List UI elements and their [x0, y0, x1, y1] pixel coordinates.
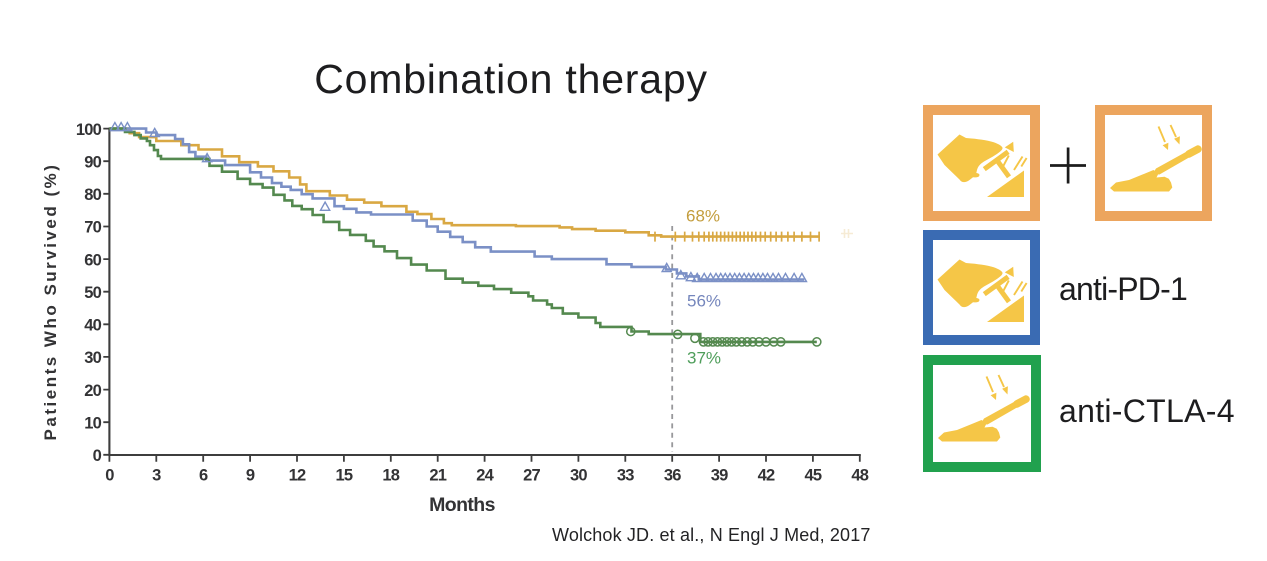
svg-text:40: 40: [84, 317, 101, 335]
svg-text:12: 12: [289, 467, 306, 485]
svg-text:80: 80: [84, 186, 101, 204]
svg-text:21: 21: [429, 467, 446, 485]
svg-text:24: 24: [476, 467, 494, 485]
svg-text:39: 39: [711, 467, 728, 485]
svg-text:100: 100: [76, 121, 102, 139]
svg-text:6: 6: [199, 467, 208, 485]
svg-text:0: 0: [105, 467, 114, 485]
svg-text:3: 3: [152, 467, 161, 485]
svg-text:0: 0: [93, 447, 102, 465]
svg-text:50: 50: [84, 284, 101, 302]
svg-text:10: 10: [84, 414, 101, 432]
svg-text:30: 30: [570, 467, 587, 485]
svg-text:48: 48: [851, 467, 868, 485]
svg-text:Patients Who Survived (%): Patients Who Survived (%): [41, 163, 60, 441]
svg-text:Months: Months: [429, 494, 495, 516]
svg-text:33: 33: [617, 467, 634, 485]
svg-text:36: 36: [664, 467, 681, 485]
svg-text:60: 60: [84, 251, 101, 269]
svg-text:27: 27: [523, 467, 540, 485]
svg-text:42: 42: [758, 467, 775, 485]
svg-text:9: 9: [246, 467, 255, 485]
svg-text:70: 70: [84, 219, 101, 237]
svg-text:20: 20: [84, 382, 101, 400]
svg-text:37%: 37%: [687, 349, 721, 368]
svg-text:18: 18: [382, 467, 399, 485]
svg-text:30: 30: [84, 349, 101, 367]
svg-text:45: 45: [805, 467, 822, 485]
svg-text:90: 90: [84, 153, 101, 171]
svg-text:68%: 68%: [686, 207, 720, 226]
svg-text:56%: 56%: [687, 292, 721, 311]
svg-text:15: 15: [336, 467, 353, 485]
